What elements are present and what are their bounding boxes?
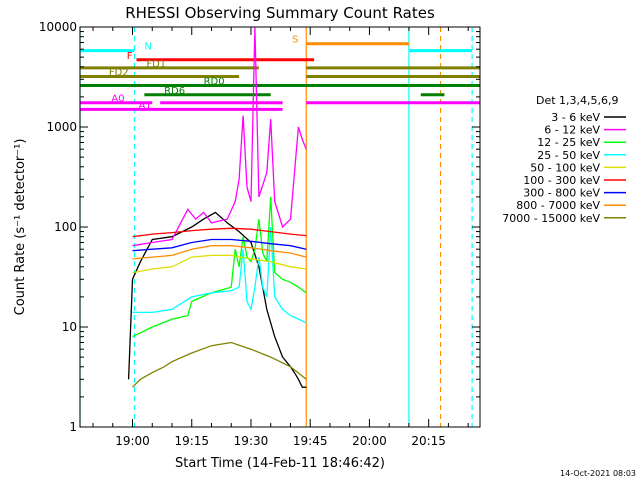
state-label-rd6: RD6 <box>164 86 185 97</box>
x-tick-label: 19:15 <box>174 434 209 448</box>
legend-label-3: 25 - 50 keV <box>537 149 600 162</box>
x-tick-label: 20:15 <box>411 434 446 448</box>
state-label-rd0: RD0 <box>204 77 225 88</box>
series-line-2 <box>132 196 307 338</box>
legend-label-1: 6 - 12 keV <box>544 124 600 137</box>
series-line-8 <box>132 341 307 388</box>
legend-label-5: 100 - 300 keV <box>523 174 600 187</box>
state-label-f: F <box>127 51 133 62</box>
series-line-4 <box>132 254 307 274</box>
y-tick-label: 1 <box>69 420 77 434</box>
x-tick-label: 20:00 <box>352 434 387 448</box>
y-tick-label: 10000 <box>39 20 77 34</box>
state-label-s: S <box>292 35 298 46</box>
chart-title: RHESSI Observing Summary Count Rates <box>125 4 435 22</box>
legend-title: Det 1,3,4,5,6,9 <box>536 94 619 107</box>
x-axis-label: Start Time (14-Feb-11 18:46:42) <box>175 456 385 471</box>
legend-label-2: 12 - 25 keV <box>537 136 600 149</box>
series-line-5 <box>132 227 307 238</box>
series-line-0 <box>127 211 307 388</box>
series-line-1 <box>132 26 307 247</box>
legend-label-0: 3 - 6 keV <box>551 111 600 124</box>
state-label-n: N <box>144 42 151 53</box>
y-tick-label: 10 <box>62 320 77 334</box>
state-label-fd1: FD1 <box>146 59 166 70</box>
series-line-6 <box>132 238 307 252</box>
legend-label-8: 7000 - 15000 keV <box>502 212 600 225</box>
x-tick-label: 19:45 <box>293 434 328 448</box>
state-label-a0: A0 <box>111 94 124 105</box>
state-label-a1: A1 <box>138 100 151 111</box>
legend-label-6: 300 - 800 keV <box>523 187 600 200</box>
y-tick-label: 100 <box>54 220 77 234</box>
state-label-fd2: FD2 <box>109 67 129 78</box>
timestamp: 14-Oct-2021 08:03 <box>560 469 636 478</box>
legend-label-4: 50 - 100 keV <box>530 161 600 174</box>
series-line-7 <box>132 245 307 260</box>
y-axis-label: Count Rate (s⁻¹ detector⁻¹) <box>13 139 28 316</box>
x-tick-label: 19:30 <box>234 434 269 448</box>
y-tick-label: 1000 <box>46 120 77 134</box>
x-tick-label: 19:00 <box>115 434 150 448</box>
series-line-3 <box>132 226 307 324</box>
legend-label-7: 800 - 7000 keV <box>516 199 600 212</box>
